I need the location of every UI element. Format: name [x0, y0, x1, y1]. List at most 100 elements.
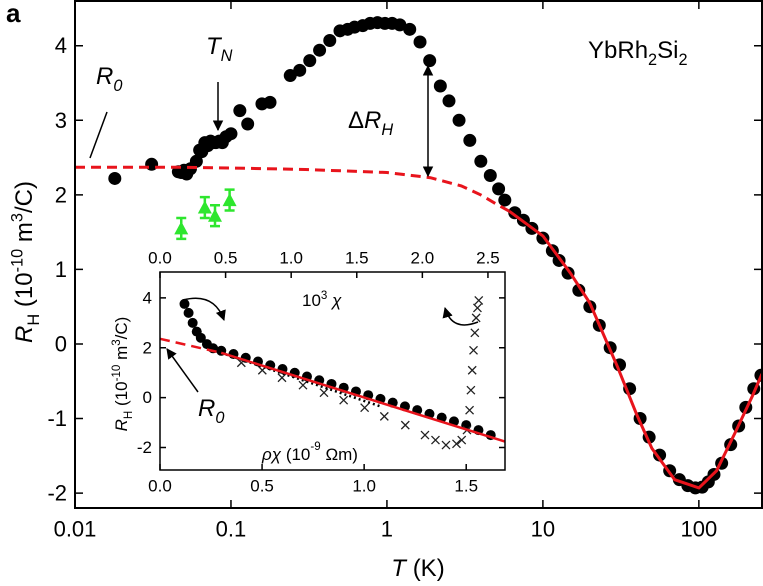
data-point: [277, 373, 287, 383]
data-point: [339, 395, 349, 405]
annotation-part: N: [221, 47, 233, 65]
x-tick-label: 0.5: [250, 477, 274, 496]
x2-tick-label: 2.5: [476, 249, 500, 268]
data-point: [187, 317, 198, 328]
x-tick-label: 0.1: [216, 516, 247, 541]
x-axis-label: ρχ (10-9 Ωm): [261, 441, 358, 463]
data-point: [145, 157, 159, 171]
data-point: [469, 345, 478, 355]
data-point: [465, 405, 475, 415]
data-point: [197, 200, 212, 214]
y-axis-label-part: H: [25, 314, 43, 326]
data-point: [403, 22, 417, 36]
data-point: [313, 43, 327, 57]
annotation-part: R: [198, 395, 215, 422]
arrow: [442, 306, 479, 326]
y-tick-label: -2: [137, 438, 152, 457]
fit-line: [75, 165, 511, 213]
x-axis-label-part: (10: [286, 445, 311, 464]
annotation-part: χ: [330, 291, 342, 310]
data-point: [379, 411, 389, 421]
annotation-part: H: [381, 121, 393, 139]
x-tick-label: 1.5: [454, 477, 478, 496]
data-point: [189, 154, 203, 168]
x-axis-label-part: ρχ: [261, 445, 282, 464]
y-tick-label: 2: [143, 338, 152, 357]
x-axis-label-part: -9: [310, 441, 320, 453]
y-axis-label-part: -10: [111, 365, 123, 382]
y-axis-label-part: H: [123, 411, 135, 419]
data-point: [483, 168, 497, 182]
data-point: [431, 435, 440, 445]
annotation-part: T: [206, 33, 223, 60]
y-tick-label: 4: [143, 288, 152, 307]
x-axis-label: T (K): [391, 555, 444, 582]
y-axis-label-part: (10: [11, 272, 38, 307]
data-point: [442, 94, 456, 108]
data-point: [492, 182, 506, 196]
data-point: [224, 127, 238, 141]
y-axis-label-part: (10: [112, 381, 131, 406]
annotation-part: 10: [302, 291, 321, 310]
data-point: [452, 439, 461, 449]
arrow: [166, 348, 199, 393]
x-tick-label: 0.0: [148, 477, 172, 496]
x-tick-label: 100: [681, 516, 718, 541]
data-point: [467, 365, 477, 375]
y-tick-label: 2: [55, 182, 67, 207]
x-tick-label: 1.0: [352, 477, 376, 496]
data-point: [293, 63, 307, 77]
data-point: [222, 193, 237, 207]
plot-frame: [159, 271, 506, 471]
data-point: [653, 448, 667, 462]
x-tick-label: 0.01: [54, 516, 97, 541]
x-axis-label-part: Ωm): [325, 445, 358, 464]
y-axis-label-part: R: [11, 326, 38, 343]
data-point: [433, 79, 447, 93]
fit-line: [508, 210, 763, 490]
y-axis-label-part: m: [11, 222, 38, 242]
y-tick-label: -1: [47, 406, 67, 431]
annotation-part: 0: [113, 77, 122, 95]
data-point: [471, 313, 481, 323]
annotation-part: 0: [215, 409, 224, 427]
y-axis-label-part: m: [112, 346, 131, 360]
fit-line: [159, 337, 222, 355]
x-axis-label-part: (K): [413, 555, 445, 582]
inset-background: [160, 272, 505, 470]
x-tick-label: 10: [531, 516, 555, 541]
data-point: [393, 18, 407, 32]
annotation-part: 2: [678, 51, 687, 69]
annotation: ΔRH: [348, 107, 393, 139]
data-point: [319, 388, 329, 398]
data-point: [472, 303, 482, 313]
y-tick-label: 1: [55, 257, 67, 282]
arrow: [182, 297, 226, 321]
annotation-part: YbRh: [588, 37, 648, 64]
y-axis-label-part: R: [112, 419, 131, 431]
data-point: [298, 380, 308, 390]
y-axis-label: RH (10-10 m3/C): [8, 181, 43, 343]
data-point: [303, 54, 317, 68]
data-point: [441, 440, 451, 450]
annotation-part: 2: [648, 51, 657, 69]
data-point: [463, 133, 477, 147]
x-tick-label: 1: [381, 516, 393, 541]
data-point: [470, 328, 480, 338]
y-axis-label-part: 3: [111, 339, 123, 345]
y-tick-label: 0: [143, 388, 152, 407]
y-tick-label: 4: [55, 33, 67, 58]
data-point: [108, 171, 122, 185]
data-point: [183, 307, 194, 318]
annotation: YbRh2Si2: [588, 37, 688, 69]
fit-line: [220, 351, 381, 408]
y-axis-label-part: -10: [8, 249, 26, 273]
annotation-part: R: [96, 63, 113, 90]
annotation-part: Δ: [348, 107, 364, 134]
y-axis-label: RH (10-10 m3/C): [111, 317, 135, 432]
annotation: R0: [96, 63, 122, 95]
data-point: [452, 113, 466, 127]
x2-tick-label: 0.5: [214, 249, 238, 268]
